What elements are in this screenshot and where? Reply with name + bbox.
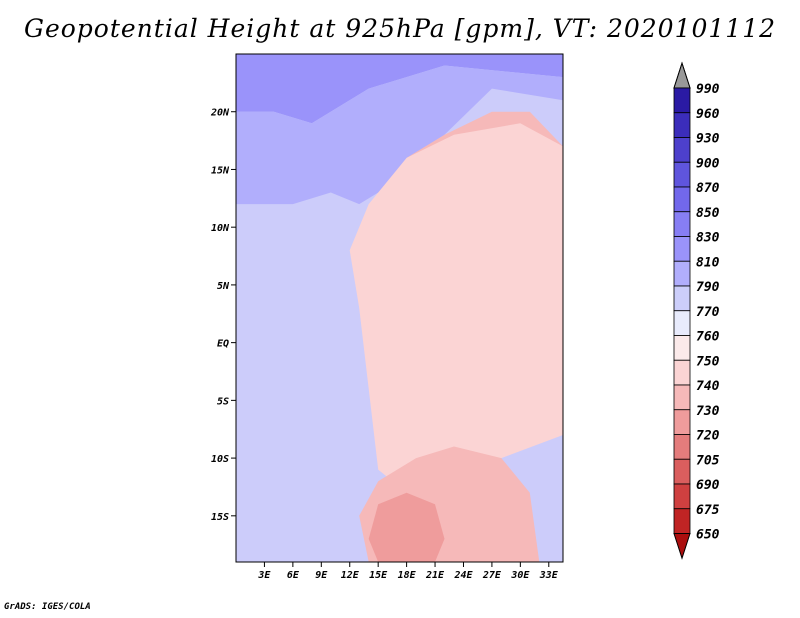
colorbar-cell-16 [673, 458, 691, 485]
colorbar-cell-4 [673, 161, 691, 188]
colorbar-cell-7 [673, 236, 691, 262]
field-central-low [349, 123, 563, 493]
colorbar-cell-5 [673, 186, 691, 213]
colorbar-cell-13 [673, 384, 691, 411]
colorbar-label-850: 850 [696, 206, 720, 221]
colorbar-label-790: 790 [696, 280, 720, 295]
colorbar-cell-2 [673, 112, 691, 138]
colorbar-label-990: 990 [696, 82, 720, 97]
colorbar-label-810: 810 [696, 255, 720, 270]
colorbar-cell-17 [673, 483, 691, 510]
colorbar-label-675: 675 [696, 503, 720, 518]
colorbar-cell-6 [673, 211, 691, 237]
colorbar-label-690: 690 [696, 478, 720, 493]
field-sahara-north-tongue [236, 65, 563, 205]
colorbar-label-830: 830 [696, 231, 720, 246]
colorbar-cell-8 [673, 260, 691, 287]
colorbar-cell-14 [673, 409, 691, 435]
y-tick-label-10S: 10S [211, 454, 229, 465]
plot-frame [235, 53, 564, 563]
colorbar-label-720: 720 [696, 429, 720, 444]
colorbar-label-650: 650 [696, 528, 720, 543]
field-southern-low-core [368, 492, 445, 562]
x-tick-label-6E: 6E [287, 570, 300, 581]
colorbar-cell-15 [673, 434, 691, 460]
colorbar-cell-11 [673, 335, 691, 361]
colorbar-label-960: 960 [696, 107, 720, 122]
colorbar-label-900: 900 [696, 156, 720, 171]
x-tick-label-27E: 27E [482, 570, 502, 581]
y-tick-label-15N: 15N [211, 165, 230, 176]
colorbar-cell-18 [673, 508, 691, 534]
colorbar-label-770: 770 [696, 305, 720, 320]
x-tick-label-3E: 3E [257, 570, 271, 581]
colorbar-cell-10 [673, 310, 691, 336]
y-tick-label-EQ: EQ [217, 339, 229, 350]
colorbar-label-705: 705 [696, 453, 720, 468]
colorbar-label-740: 740 [696, 379, 720, 394]
colorbar-label-930: 930 [696, 132, 720, 147]
colorbar-label-870: 870 [696, 181, 720, 196]
colorbar-label-730: 730 [696, 404, 720, 419]
colorbar-cell-9 [673, 285, 691, 312]
colorbar-cap-top-shade [673, 61, 691, 89]
y-tick-label-10N: 10N [211, 223, 230, 234]
y-tick-label-15S: 15S [211, 512, 229, 523]
x-tick-label-15E: 15E [369, 570, 388, 581]
colorbar-cell-3 [673, 137, 691, 163]
colorbar-cap-bottom [673, 533, 691, 560]
colorbar-label-750: 750 [696, 354, 720, 369]
y-tick-label-5N: 5N [217, 281, 230, 292]
y-tick-label-20N: 20N [210, 108, 230, 119]
colorbar-cell-12 [673, 359, 691, 386]
field-north-west-high [236, 54, 563, 124]
colorbar-label-760: 760 [696, 330, 720, 345]
x-tick-label-9E: 9E [315, 570, 328, 581]
x-tick-label-30E: 30E [510, 570, 530, 581]
chart-title: Geopotential Height at 925hPa [gpm], VT:… [23, 14, 777, 43]
y-tick-label-5S: 5S [217, 396, 229, 407]
x-tick-label-24E: 24E [453, 570, 473, 581]
x-tick-label-21E: 21E [425, 570, 445, 581]
x-tick-label-18E: 18E [398, 570, 417, 581]
colorbar-cell-1 [673, 87, 691, 114]
x-tick-label-12E: 12E [341, 570, 360, 581]
grads-credit: GrADS: IGES/COLA [4, 602, 91, 612]
x-tick-label-33E: 33E [539, 570, 559, 581]
